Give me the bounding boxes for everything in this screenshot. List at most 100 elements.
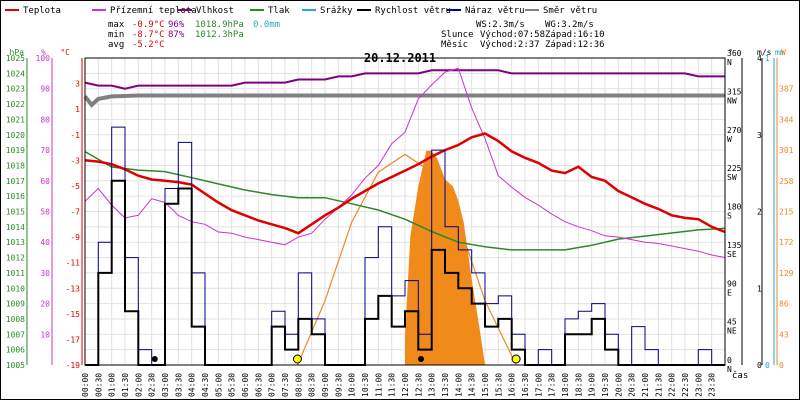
tick-label-humidity: 50 bbox=[40, 208, 50, 217]
tick-label-x: 21:30 bbox=[654, 373, 663, 397]
tick-label-direction: 315 bbox=[727, 87, 742, 96]
tick-label-direction: 90 bbox=[727, 279, 737, 288]
stat-text: avg bbox=[108, 40, 124, 50]
tick-label-x: 15:00 bbox=[481, 373, 490, 397]
stat-text: WG:3.2m/s bbox=[545, 20, 594, 30]
tick-label-x: 16:00 bbox=[508, 373, 517, 397]
tick-label-wind: 1 bbox=[757, 284, 762, 293]
tick-label-x: 11:00 bbox=[374, 373, 383, 397]
tick-label-direction: NE bbox=[727, 327, 737, 336]
legend: Teplota Přízemní teplota Vlhkost Tlak Srážky… bbox=[5, 6, 597, 16]
tick-label-pressure: 1010 bbox=[6, 284, 25, 293]
tick-label-x: 09:30 bbox=[334, 373, 343, 397]
tick-label-direction: SW bbox=[727, 173, 737, 182]
tick-label-x: 01:30 bbox=[121, 373, 130, 397]
tick-label-pressure: 1014 bbox=[6, 223, 25, 232]
tick-label-x: 07:30 bbox=[281, 373, 290, 397]
tick-label-pressure: 1023 bbox=[6, 85, 25, 94]
axis-unit: °C bbox=[60, 48, 70, 57]
tick-label-x: 08:30 bbox=[308, 373, 317, 397]
tick-label-pressure: 1009 bbox=[6, 300, 25, 309]
tick-label-temperature: -3 bbox=[70, 156, 80, 165]
tick-label-direction: 225 bbox=[727, 164, 742, 173]
tick-label-direction: SE bbox=[727, 250, 737, 259]
stat-text: Západ:16:10 bbox=[545, 30, 605, 40]
tick-label-temperature: -19 bbox=[66, 361, 81, 370]
axis-unit: W bbox=[781, 48, 786, 57]
tick-label-solar: 0 bbox=[779, 361, 784, 370]
legend-label: Tlak bbox=[268, 6, 290, 16]
tick-label-x: 22:30 bbox=[681, 373, 690, 397]
tick-label-pressure: 1006 bbox=[6, 346, 25, 355]
tick-label-x: 16:30 bbox=[521, 373, 530, 397]
tick-label-x: 06:30 bbox=[254, 373, 263, 397]
tick-label-humidity: 90 bbox=[40, 85, 50, 94]
tick-label-temperature: -5 bbox=[70, 182, 80, 191]
tick-label-solar: 215 bbox=[779, 208, 794, 217]
legend-label: Náraz větru bbox=[465, 6, 525, 16]
tick-label-humidity: 60 bbox=[40, 177, 50, 186]
tick-label-direction: 135 bbox=[727, 241, 742, 250]
tick-label-temperature: -15 bbox=[66, 310, 81, 319]
tick-label-direction: E bbox=[727, 288, 732, 297]
tick-label-x: 14:00 bbox=[454, 373, 463, 397]
tick-label-temperature: -9 bbox=[70, 233, 80, 242]
stat-text: -8.7°C bbox=[132, 30, 165, 40]
tick-label-x: 19:30 bbox=[601, 373, 610, 397]
tick-label-pressure: 1007 bbox=[6, 330, 25, 339]
tick-label-x: 23:00 bbox=[694, 373, 703, 397]
tick-label-x: 02:30 bbox=[148, 373, 157, 397]
sun-marker bbox=[292, 354, 302, 364]
tick-label-x: 02:00 bbox=[134, 373, 143, 397]
tick-label-pressure: 1019 bbox=[6, 146, 25, 155]
tick-label-x: 13:00 bbox=[428, 373, 437, 397]
tick-label-x: 19:00 bbox=[588, 373, 597, 397]
tick-label-solar: 43 bbox=[779, 330, 789, 339]
tick-label-solar: 387 bbox=[779, 85, 794, 94]
axis-unit: hPa bbox=[10, 48, 25, 57]
tick-label-pressure: 1011 bbox=[6, 269, 25, 278]
tick-label-direction: N bbox=[727, 58, 732, 67]
tick-label-direction: 0 bbox=[727, 356, 732, 365]
tick-label-temperature: 3 bbox=[75, 80, 80, 89]
stat-text: max bbox=[108, 20, 125, 30]
tick-label-x: 05:30 bbox=[228, 373, 237, 397]
tick-label-humidity: 100 bbox=[36, 54, 51, 63]
axes: hPa% °C1005100610071008100910101011101210… bbox=[6, 48, 794, 397]
tick-label-pressure: 1024 bbox=[6, 69, 25, 78]
tick-label-pressure: 1008 bbox=[6, 315, 25, 324]
tick-label-temperature: -1 bbox=[70, 131, 80, 140]
tick-label-pressure: 1012 bbox=[6, 254, 25, 263]
tick-label-rain: 0 bbox=[765, 361, 770, 370]
tick-label-direction: 180 bbox=[727, 203, 742, 212]
stat-text: WS:2.3m/s bbox=[476, 20, 525, 30]
tick-label-x: 15:30 bbox=[494, 373, 503, 397]
tick-label-x: 10:00 bbox=[348, 373, 357, 397]
tick-label-humidity: 10 bbox=[40, 330, 50, 339]
stat-text: 87% bbox=[168, 30, 185, 40]
tick-label-wind: 4 bbox=[757, 54, 762, 63]
stat-text: Východ:2:37 bbox=[480, 40, 540, 50]
tick-label-temperature: -7 bbox=[70, 208, 80, 217]
series-solar-theoretical bbox=[296, 153, 517, 366]
tick-label-x: 11:30 bbox=[388, 373, 397, 397]
tick-label-pressure: 1022 bbox=[6, 100, 25, 109]
legend-label: Rychlost větru bbox=[375, 6, 451, 16]
tick-label-x: 17:00 bbox=[534, 373, 543, 397]
plot-border bbox=[84, 57, 726, 366]
tick-label-temperature: -11 bbox=[66, 259, 81, 268]
tick-label-pressure: 1025 bbox=[6, 54, 25, 63]
tick-label-humidity: 70 bbox=[40, 146, 50, 155]
tick-label-direction: 270 bbox=[727, 126, 742, 135]
tick-label-x: 17:30 bbox=[548, 373, 557, 397]
tick-label-pressure: 1005 bbox=[6, 361, 25, 370]
series-naraz-vetru bbox=[85, 126, 725, 366]
series-smer-vetru bbox=[83, 93, 725, 108]
tick-label-x: 07:00 bbox=[268, 373, 277, 397]
tick-label-humidity: 30 bbox=[40, 269, 50, 278]
tick-label-x: 04:00 bbox=[188, 373, 197, 397]
tick-label-x: 00:30 bbox=[94, 373, 103, 397]
tick-label-x: 20:30 bbox=[628, 373, 637, 397]
series-layer bbox=[83, 67, 726, 366]
tick-label-x: 01:00 bbox=[108, 373, 117, 397]
